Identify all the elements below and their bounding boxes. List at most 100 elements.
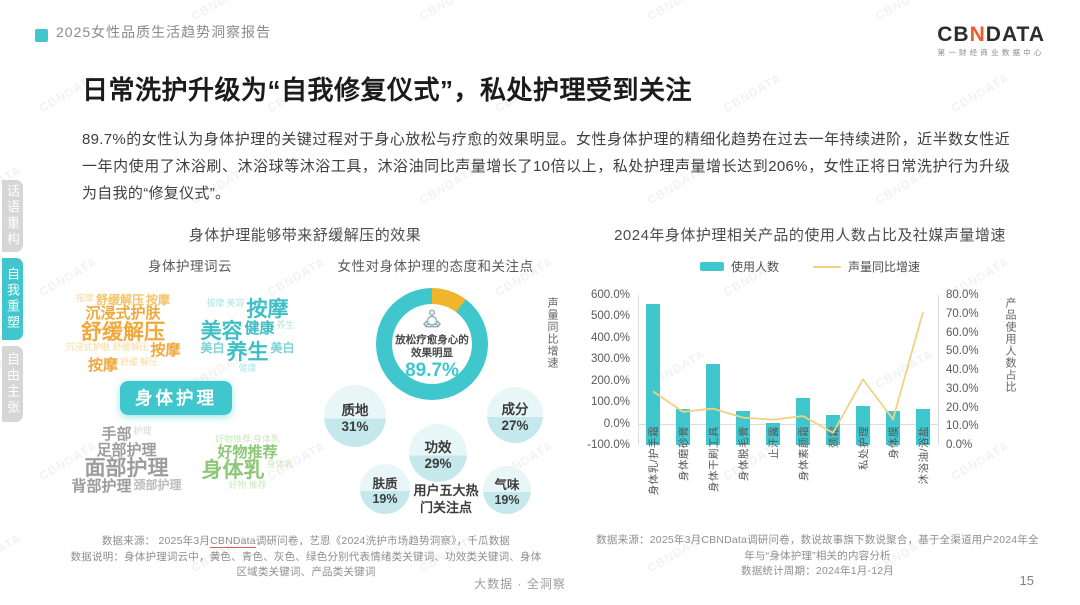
watermark-text: CBNDATA — [644, 0, 708, 24]
wordcloud-word: 身体乳 — [253, 434, 281, 445]
left-axis-tick: 600.0% — [590, 289, 630, 301]
left-axis-tick: 100.0% — [590, 396, 630, 409]
wordcloud-word: 舒缓解压 — [112, 342, 149, 353]
legend-bar-label: 使用人数 — [730, 260, 779, 274]
watermark-text: CBNDATA — [872, 0, 936, 24]
wordcloud-word: 美容 — [226, 298, 245, 309]
wordcloud-word: 足部护理 — [96, 441, 157, 459]
left-axis-tick: -100.0% — [587, 439, 630, 451]
wordcloud-word: 养生 — [276, 319, 295, 330]
bar-颈霜 — [826, 415, 840, 445]
donut-label-line1: 放松疗愈身心的 — [395, 333, 469, 346]
right-axis-line — [938, 295, 939, 445]
donut-label-line2: 效果明显 — [411, 346, 453, 359]
wordcloud-word: 好物推荐 — [217, 443, 278, 461]
wordcloud-word: 健康 — [238, 362, 257, 373]
left-note-line1: 数据来源： 2025年3月CBNData调研问卷，艺恩《2024洗护市场趋势洞察… — [101, 535, 511, 548]
right-data-note: 数据来源：2025年3月CBNData调研问卷，数说故事旗下数说聚合，基于全渠道… — [575, 533, 1060, 580]
growth-line-series — [652, 311, 924, 435]
attitude-donut-chart: 放松疗愈身心的 效果明显 89.7% — [376, 288, 488, 400]
bubble-肤质: 肤质 19% — [360, 464, 410, 514]
bar-身体干刷工具 — [706, 364, 720, 445]
chart-title: 2024年身体护理相关产品的使用人数占比及社媒声量增速 — [614, 227, 1006, 244]
bubble-label: 质地 — [341, 402, 369, 418]
wordcloud-word: 美容 — [200, 319, 243, 343]
wordcloud-word: 沉浸式护肤 — [65, 342, 111, 353]
wordcloud-tile-efficacy-keywords: 按摩 美容 按摩 美容 健康 养生 美白 养生 美白 健康 — [190, 281, 305, 391]
wordcloud-word: 健康 — [244, 319, 275, 337]
left-axis-tick: 300.0% — [590, 353, 630, 366]
report-title: 2025女性品质生活趋势洞察报告 — [56, 24, 272, 40]
watermark-text: CBNDATA — [0, 0, 24, 24]
line-swatch-icon — [813, 265, 841, 268]
legend-line-label: 声量同比增速 — [848, 260, 921, 274]
wordcloud-word: 好物 — [228, 480, 247, 491]
right-axis-tick: 20.0% — [946, 401, 979, 414]
wordcloud-word: 身体乳 — [201, 458, 265, 482]
bar-止汗露 — [766, 422, 780, 445]
wordcloud-word: 按摩 — [75, 293, 94, 304]
donut-center: 放松疗愈身心的 效果明显 89.7% — [392, 304, 472, 384]
wordcloud-tile-product-keywords: 好物推荐 身体乳 好物推荐 身体乳 身体乳 好物 推荐 — [190, 407, 305, 519]
right-note-line1: 数据来源：2025年3月CBNData调研问卷，数说故事旗下数说聚合，基于全渠道… — [596, 534, 1039, 546]
wordcloud-word: 按摩 — [146, 293, 171, 308]
bubble-label: 气味 — [494, 477, 520, 492]
bubble-value: 31% — [341, 418, 369, 434]
right-axis-tick: 10.0% — [946, 420, 979, 433]
bar-身体磨砂膏 — [676, 409, 690, 445]
right-axis-tick: 40.0% — [946, 364, 979, 376]
wordcloud-word: 好物推荐 — [214, 434, 251, 445]
page-number: 15 — [1019, 573, 1034, 588]
left-data-note: 数据来源： 2025年3月CBNData调研问卷，艺恩《2024洗护市场趋势洞察… — [66, 534, 546, 581]
logo-subtitle: 第一财经商业数据中心 — [937, 48, 1045, 57]
wordcloud-word: 养生 — [226, 341, 269, 365]
donut-title: 女性对身体护理的态度和关注点 — [337, 259, 534, 274]
wordcloud-title: 身体护理词云 — [148, 259, 232, 274]
bubble-label: 成分 — [501, 401, 529, 417]
wordcloud-word: 面部护理 — [84, 456, 169, 480]
sidebar-tab-3[interactable]: 自由主张 — [2, 346, 23, 422]
sidebar-tab-1[interactable]: 话语重构 — [2, 180, 23, 252]
watermark-text: CBNDATA — [720, 70, 784, 116]
watermark-text: CBNDATA — [188, 0, 252, 24]
right-axis-tick: 50.0% — [946, 345, 979, 358]
header-accent-square — [35, 29, 48, 42]
wordcloud-tile-emotion-keywords: 按摩 舒缓解压 按摩 沉浸式护肤 舒缓解压 沉浸式护肤 舒缓解压 按摩 按摩 舒缓 解压 — [63, 283, 183, 385]
right-axis-tick: 60.0% — [946, 326, 979, 339]
left-axis-tick: 200.0% — [590, 374, 630, 387]
wordcloud-word: 舒缓解压 — [95, 293, 144, 308]
chart-legend: 使用人数 声量同比增速 — [540, 258, 1080, 275]
legend-item-bar: 使用人数 — [699, 258, 779, 275]
right-axis-title: 产品使用人数占比 — [1004, 297, 1016, 393]
wordcloud-word: 解压 — [140, 357, 159, 368]
left-note-line3: 区域类关键词、产品类关键词 — [236, 566, 376, 578]
bubble-label: 肤质 — [372, 476, 398, 491]
bubble-label: 功效 — [424, 439, 452, 455]
wordcloud-word: 美白 — [200, 341, 225, 356]
right-axis-tick: 80.0% — [946, 289, 979, 301]
right-axis-tick: 30.0% — [946, 382, 979, 395]
sidebar-tab-2[interactable]: 自我重塑 — [2, 258, 23, 340]
wordcloud-word: 舒缓解压 — [81, 320, 165, 344]
brand-underlined: CBNData — [210, 535, 256, 548]
bubble-质地: 质地 31% — [324, 385, 386, 447]
logo-n-accent: N — [969, 23, 986, 46]
bubble-value: 27% — [501, 417, 529, 433]
line-path — [652, 311, 924, 435]
wordcloud-word: 按摩 — [206, 298, 225, 309]
bubble-成分: 成分 27% — [487, 387, 543, 443]
left-axis-tick: 400.0% — [590, 331, 630, 344]
wordcloud-word: 舒缓 — [119, 357, 138, 368]
bubble-value: 29% — [424, 455, 452, 471]
legend-item-line: 声量同比增速 — [813, 258, 920, 275]
bar-身体膜 — [886, 411, 900, 445]
left-axis-tick: 500.0% — [590, 310, 630, 323]
wordcloud-word: 按摩 — [87, 357, 118, 375]
left-axis-title: 声量同比增速 — [546, 297, 558, 369]
bubble-value: 19% — [494, 492, 520, 507]
wordcloud-word: 背部护理 — [71, 478, 132, 496]
wordcloud-word: 颈部护理 — [133, 478, 182, 493]
bubble-气味: 气味 19% — [483, 466, 531, 514]
watermark-text: CBNDATA — [948, 70, 1012, 116]
bar-身体脱毛膏 — [736, 411, 750, 445]
